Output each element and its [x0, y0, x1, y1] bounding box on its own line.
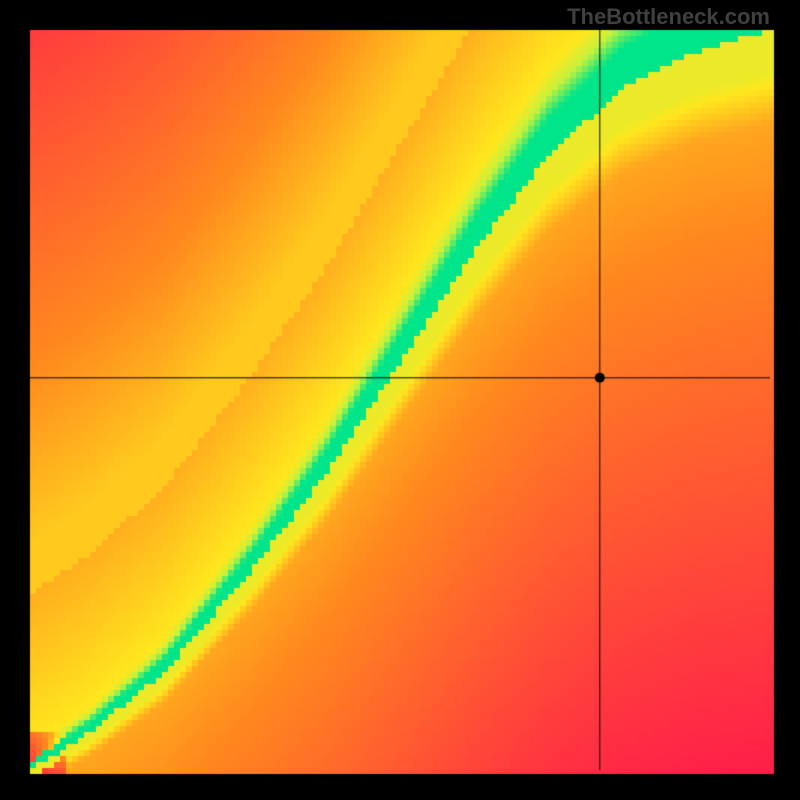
watermark-text: TheBottleneck.com: [567, 4, 770, 30]
heatmap-canvas: [0, 0, 800, 800]
chart-container: TheBottleneck.com: [0, 0, 800, 800]
